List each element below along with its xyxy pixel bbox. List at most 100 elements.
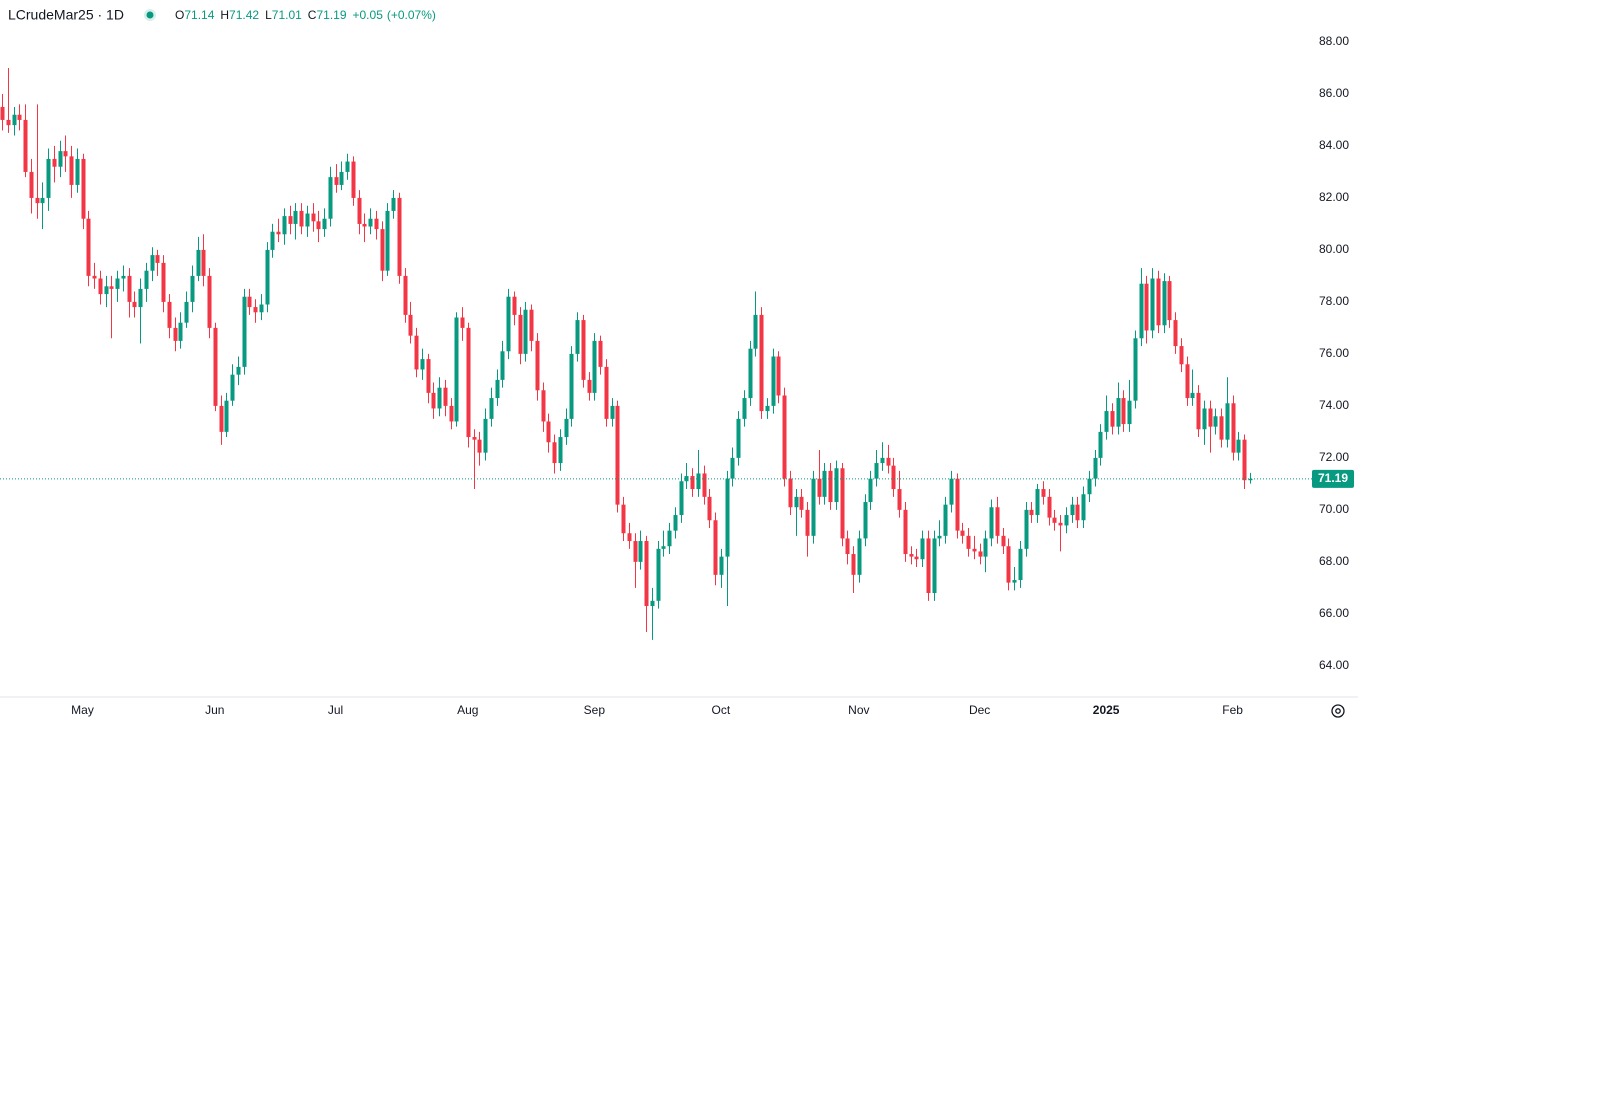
gear-inner	[1335, 708, 1341, 714]
candle-body	[610, 405, 615, 419]
ohlc-label: L	[265, 8, 272, 22]
candle-body	[1001, 535, 1006, 547]
status-dot	[146, 11, 154, 19]
candle-body	[1196, 392, 1201, 430]
candle-body	[270, 231, 275, 250]
ohlc-value: 71.01	[272, 8, 302, 22]
candle-body	[707, 496, 712, 521]
y-tick-label: 80.00	[1319, 242, 1349, 256]
candle-body	[0, 106, 5, 120]
candle-body	[828, 470, 833, 503]
candle-body	[460, 317, 465, 328]
candle-body	[523, 309, 528, 354]
candle-body	[276, 231, 281, 235]
candle-body	[224, 400, 229, 432]
candle-body	[937, 535, 942, 539]
candle-body	[914, 556, 919, 560]
y-tick-label: 86.00	[1319, 86, 1349, 100]
candle-body	[817, 478, 822, 497]
candle-body	[857, 538, 862, 575]
candle-body	[322, 218, 327, 230]
candle-body	[1190, 392, 1195, 399]
candle-body	[541, 390, 546, 422]
candle-body	[52, 158, 57, 167]
candle-body	[265, 249, 270, 305]
candle-body	[408, 314, 413, 336]
x-tick-label: Nov	[848, 703, 869, 717]
candle-body	[414, 335, 419, 370]
y-tick-label: 84.00	[1319, 138, 1349, 152]
candle-body	[98, 278, 103, 295]
candle-body	[236, 366, 241, 375]
candle-body	[776, 356, 781, 396]
candle-body	[759, 314, 764, 412]
candle-body	[6, 119, 11, 126]
candle-body	[437, 387, 442, 409]
candle-body	[253, 307, 258, 313]
candle-body	[1098, 431, 1103, 458]
candle-body	[483, 418, 488, 453]
candle-body	[150, 255, 155, 271]
ohlc-label: C	[308, 8, 317, 22]
candle-body	[1202, 408, 1207, 430]
candle-body	[58, 151, 63, 167]
candle-body	[673, 515, 678, 531]
candle-body	[132, 301, 137, 308]
candle-body	[834, 468, 839, 503]
candle-body	[1018, 548, 1023, 581]
candle-body	[897, 489, 902, 510]
candle-body	[989, 507, 994, 539]
y-tick-label: 64.00	[1319, 658, 1349, 672]
candle-body	[1012, 580, 1017, 583]
candle-body	[1121, 398, 1126, 425]
candle-body	[190, 275, 195, 302]
candle-body	[351, 161, 356, 198]
candle-body	[328, 177, 333, 219]
candle-body	[771, 356, 776, 406]
candle-body	[207, 275, 212, 328]
candle-body	[978, 551, 983, 557]
candle-body	[874, 463, 879, 479]
candle-body	[1104, 411, 1109, 432]
candle-body	[86, 218, 91, 276]
y-tick-label: 74.00	[1319, 398, 1349, 412]
ohlc-value: 71.19	[316, 8, 346, 22]
candle-body	[219, 405, 224, 432]
candle-body	[972, 548, 977, 552]
candle-body	[794, 496, 799, 508]
candle-body	[690, 476, 695, 490]
candle-body	[299, 210, 304, 227]
candle-body	[17, 114, 22, 120]
candle-body	[334, 177, 339, 185]
candle-body	[949, 478, 954, 505]
candle-body	[1213, 416, 1218, 427]
candle-body	[201, 249, 206, 276]
candle-body	[1070, 504, 1075, 516]
settings-icon[interactable]	[1331, 704, 1345, 718]
candle-body	[247, 296, 252, 308]
x-tick-label: Dec	[969, 703, 990, 717]
candle-body	[374, 218, 379, 230]
candle-body	[1236, 439, 1241, 453]
ohlc-legend: O71.14 H71.42 L71.01 C71.19 +0.05 (+0.07%)	[175, 8, 436, 22]
y-tick-label: 78.00	[1319, 294, 1349, 308]
candle-body	[121, 275, 126, 279]
candle-body	[196, 249, 201, 276]
candle-body	[748, 348, 753, 399]
candle-body	[845, 538, 850, 555]
candle-body	[1006, 546, 1011, 583]
candle-body	[886, 457, 891, 466]
candle-body	[1242, 439, 1247, 481]
candle-body	[1029, 509, 1034, 516]
candle-body	[403, 275, 408, 315]
candle-body	[569, 353, 574, 419]
candle-body	[1133, 338, 1138, 401]
candle-body	[621, 504, 626, 534]
candle-body	[558, 437, 563, 464]
candle-body	[1064, 515, 1069, 526]
x-tick-label: 2025	[1093, 703, 1120, 717]
candle-body	[604, 366, 609, 419]
candle-body	[880, 457, 885, 464]
